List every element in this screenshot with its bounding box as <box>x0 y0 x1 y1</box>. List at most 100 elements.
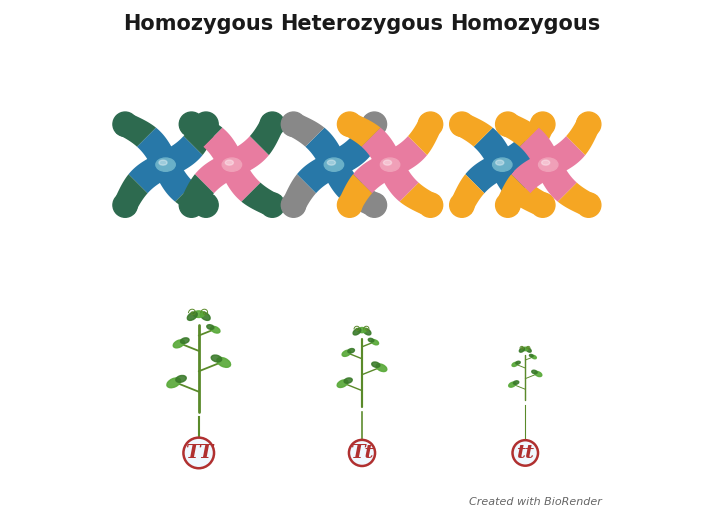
Text: Homozygous: Homozygous <box>450 14 600 34</box>
Polygon shape <box>116 174 148 214</box>
Polygon shape <box>538 154 577 202</box>
Circle shape <box>282 193 306 218</box>
Polygon shape <box>297 154 344 193</box>
Ellipse shape <box>535 371 542 377</box>
Ellipse shape <box>522 347 529 351</box>
Circle shape <box>362 193 387 218</box>
Polygon shape <box>499 174 530 214</box>
Ellipse shape <box>193 311 204 318</box>
Polygon shape <box>116 115 156 147</box>
Ellipse shape <box>201 312 210 321</box>
Polygon shape <box>538 136 585 175</box>
Circle shape <box>194 112 218 136</box>
Polygon shape <box>361 128 400 175</box>
Circle shape <box>349 440 375 466</box>
Circle shape <box>418 193 442 218</box>
Circle shape <box>153 152 177 177</box>
Circle shape <box>153 152 177 177</box>
Polygon shape <box>499 115 539 147</box>
Ellipse shape <box>519 348 524 352</box>
Polygon shape <box>222 136 269 175</box>
Ellipse shape <box>539 158 558 171</box>
Polygon shape <box>466 154 513 193</box>
Polygon shape <box>285 115 324 147</box>
Ellipse shape <box>167 378 180 388</box>
Polygon shape <box>566 115 598 155</box>
Circle shape <box>321 152 346 177</box>
Polygon shape <box>521 115 552 155</box>
Circle shape <box>490 152 515 177</box>
Text: tt: tt <box>516 444 534 462</box>
Circle shape <box>362 112 387 136</box>
Polygon shape <box>511 154 558 193</box>
Ellipse shape <box>225 160 233 165</box>
Ellipse shape <box>348 348 355 353</box>
Polygon shape <box>352 115 384 155</box>
Polygon shape <box>241 183 282 214</box>
Polygon shape <box>203 128 242 175</box>
Ellipse shape <box>384 160 392 165</box>
Circle shape <box>220 152 244 177</box>
Circle shape <box>153 152 177 177</box>
Ellipse shape <box>371 362 380 367</box>
Circle shape <box>180 112 203 136</box>
Ellipse shape <box>363 328 371 335</box>
Text: Tt: Tt <box>350 444 374 462</box>
Circle shape <box>378 152 403 177</box>
Circle shape <box>490 152 515 177</box>
Text: Heterozygous: Heterozygous <box>280 14 444 34</box>
Circle shape <box>220 152 244 177</box>
Polygon shape <box>473 128 513 175</box>
Polygon shape <box>353 154 400 193</box>
Ellipse shape <box>526 348 531 352</box>
Circle shape <box>536 152 560 177</box>
Polygon shape <box>250 115 282 155</box>
Circle shape <box>576 193 601 218</box>
Ellipse shape <box>211 326 220 333</box>
Circle shape <box>220 152 244 177</box>
Polygon shape <box>222 154 261 202</box>
Polygon shape <box>340 174 372 214</box>
Polygon shape <box>452 174 484 214</box>
Polygon shape <box>340 115 381 147</box>
Ellipse shape <box>180 338 189 343</box>
Ellipse shape <box>371 340 379 345</box>
Circle shape <box>337 112 362 136</box>
Circle shape <box>260 112 285 136</box>
Polygon shape <box>285 174 316 214</box>
Polygon shape <box>492 136 539 175</box>
Ellipse shape <box>376 364 387 371</box>
Polygon shape <box>492 154 531 202</box>
Circle shape <box>496 193 520 218</box>
Circle shape <box>260 193 285 218</box>
Polygon shape <box>324 136 371 175</box>
Ellipse shape <box>337 380 348 387</box>
Ellipse shape <box>188 312 197 321</box>
Ellipse shape <box>327 160 335 165</box>
Ellipse shape <box>542 160 550 165</box>
Polygon shape <box>306 128 344 175</box>
Ellipse shape <box>380 158 400 171</box>
Circle shape <box>496 112 520 136</box>
Circle shape <box>321 152 346 177</box>
Circle shape <box>450 112 474 136</box>
Ellipse shape <box>496 160 504 165</box>
Circle shape <box>113 193 138 218</box>
Circle shape <box>536 152 560 177</box>
Circle shape <box>450 193 474 218</box>
Ellipse shape <box>342 350 351 357</box>
Circle shape <box>531 112 555 136</box>
Ellipse shape <box>512 362 518 366</box>
Polygon shape <box>400 183 439 214</box>
Circle shape <box>418 112 442 136</box>
Ellipse shape <box>492 158 512 171</box>
Polygon shape <box>452 115 493 147</box>
Ellipse shape <box>353 328 361 335</box>
Ellipse shape <box>156 158 175 171</box>
Circle shape <box>378 152 403 177</box>
Circle shape <box>536 152 560 177</box>
Circle shape <box>378 152 403 177</box>
Polygon shape <box>156 136 203 175</box>
Ellipse shape <box>207 325 214 329</box>
Circle shape <box>113 112 138 136</box>
